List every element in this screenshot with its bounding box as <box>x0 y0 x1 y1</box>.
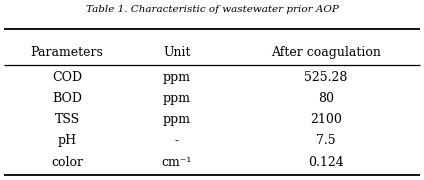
Text: TSS: TSS <box>54 113 80 126</box>
Text: cm⁻¹: cm⁻¹ <box>162 156 192 169</box>
Text: Parameters: Parameters <box>31 46 103 59</box>
Text: ppm: ppm <box>163 92 191 105</box>
Text: ppm: ppm <box>163 113 191 126</box>
Text: After coagulation: After coagulation <box>271 46 381 59</box>
Text: -: - <box>175 134 179 147</box>
Text: 80: 80 <box>318 92 334 105</box>
Text: 2100: 2100 <box>310 113 342 126</box>
Text: 7.5: 7.5 <box>316 134 336 147</box>
Text: Unit: Unit <box>163 46 190 59</box>
Text: 0.124: 0.124 <box>308 156 344 169</box>
Text: Table 1. Characteristic of wastewater prior AOP: Table 1. Characteristic of wastewater pr… <box>86 5 338 14</box>
Text: 525.28: 525.28 <box>304 71 348 84</box>
Text: COD: COD <box>52 71 82 84</box>
Text: ppm: ppm <box>163 71 191 84</box>
Text: color: color <box>51 156 83 169</box>
Text: pH: pH <box>57 134 77 147</box>
Text: BOD: BOD <box>52 92 82 105</box>
